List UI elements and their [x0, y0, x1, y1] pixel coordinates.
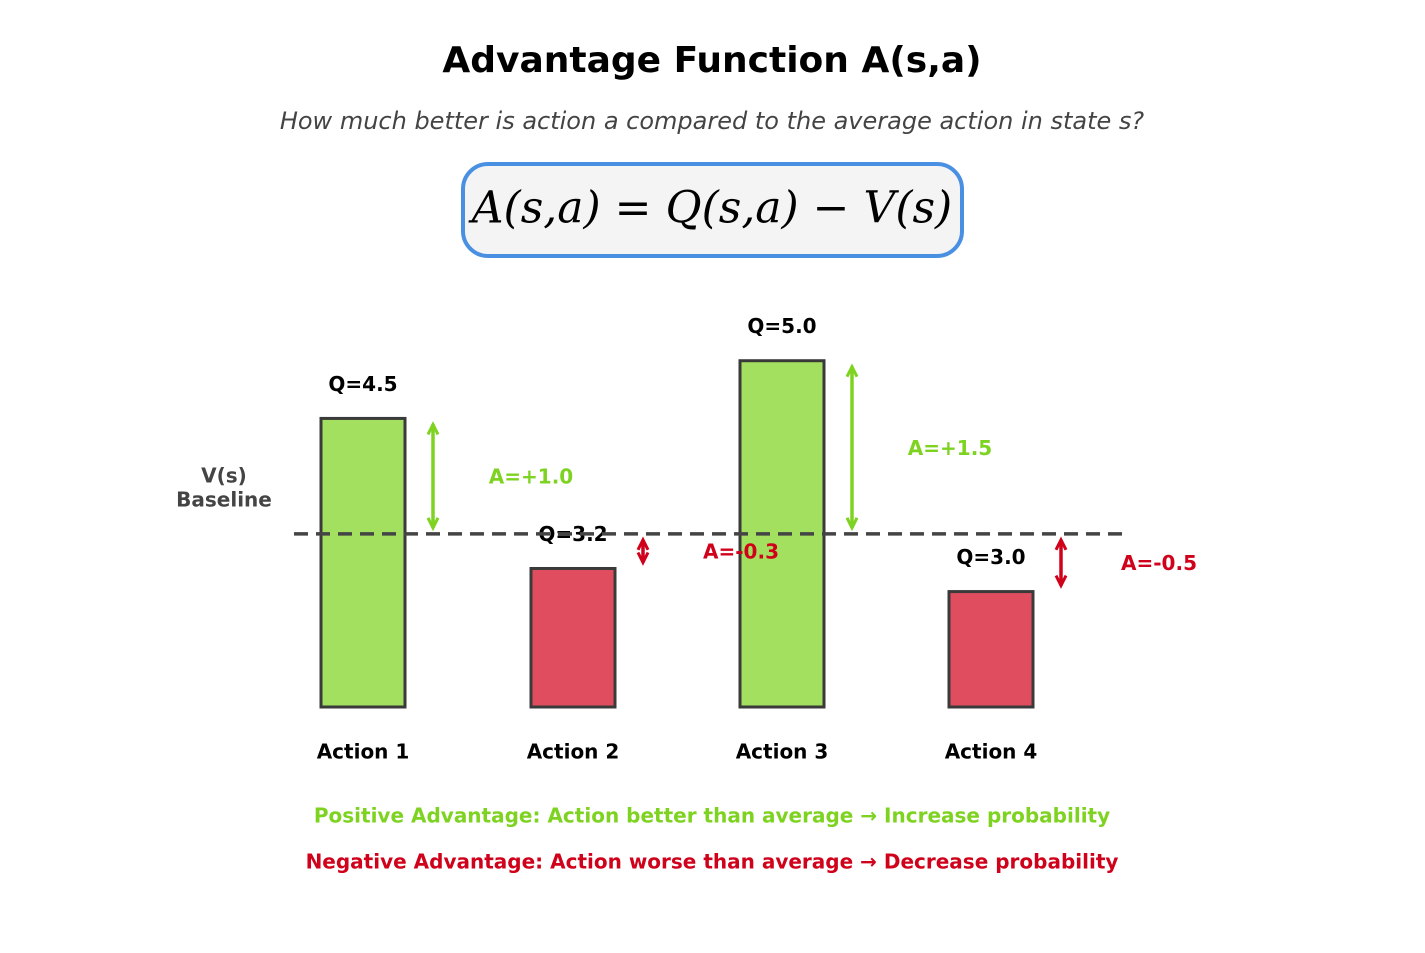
bar [947, 590, 1035, 709]
formula-box [461, 162, 964, 258]
bar [529, 566, 617, 709]
value-label: Q=4.5 [328, 372, 397, 396]
baseline-label: Baseline [176, 488, 272, 512]
arrow-head [845, 363, 859, 532]
arrow-head [1054, 536, 1068, 589]
baseline-label: V(s) [201, 464, 247, 488]
note: Negative Advantage: Action worse than av… [306, 850, 1119, 874]
note: Positive Advantage: Action better than a… [314, 804, 1110, 828]
formula: A(s,a) = Q(s,a) − V(s) [468, 183, 952, 234]
advantage-label: A=+1.5 [908, 436, 992, 460]
chart-title: Advantage Function A(s,a) [442, 40, 981, 81]
subtitle: How much better is action a compared to … [280, 107, 1145, 135]
arrow-head [636, 536, 650, 566]
arrow-head [426, 421, 440, 532]
value-label: Q=5.0 [747, 314, 816, 338]
x-tick-label: Action 1 [317, 740, 410, 764]
advantage-label: A=-0.5 [1121, 551, 1197, 575]
x-tick-label: Action 2 [527, 740, 620, 764]
advantage-label: A=+1.0 [489, 465, 573, 489]
x-tick-label: Action 3 [736, 740, 829, 764]
advantage-label: A=-0.3 [703, 540, 779, 564]
value-label: Q=3.0 [956, 545, 1025, 569]
x-tick-label: Action 4 [945, 740, 1038, 764]
bar [319, 416, 407, 709]
